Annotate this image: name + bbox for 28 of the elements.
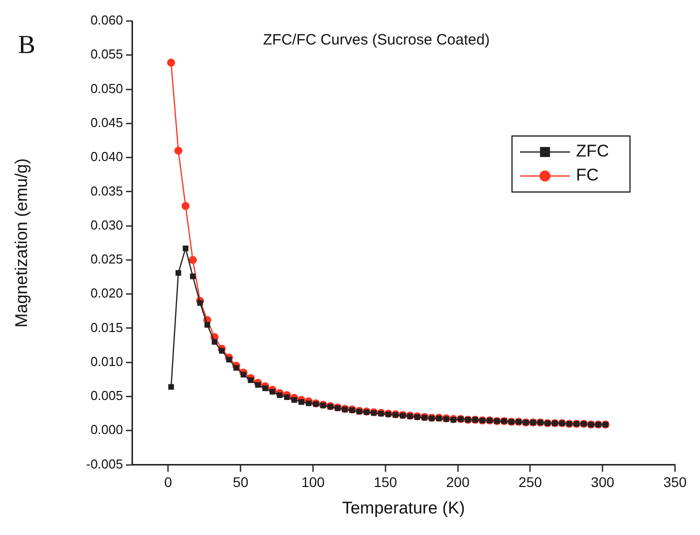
x-tick-label: 350 bbox=[663, 474, 687, 490]
y-tick-label: 0.015 bbox=[90, 320, 123, 335]
y-tick-label: 0.040 bbox=[90, 149, 123, 164]
y-tick-label: 0.005 bbox=[90, 388, 123, 404]
text: B bbox=[18, 30, 36, 59]
y-tick-label: 0.030 bbox=[90, 217, 123, 232]
y-tick-label: 0.055 bbox=[90, 46, 123, 62]
y-tick-label: 0.000 bbox=[90, 422, 123, 438]
y-tick-label: 0.035 bbox=[90, 183, 123, 198]
x-tick-label: 300 bbox=[590, 474, 614, 490]
y-tick-label: 0.020 bbox=[90, 286, 123, 301]
legend-label: FC bbox=[576, 166, 599, 185]
y-tick-label: 0.045 bbox=[90, 114, 123, 130]
y-tick-label: -0.005 bbox=[86, 456, 123, 472]
y-tick-label: 0.025 bbox=[90, 252, 123, 267]
x-tick-label: 0 bbox=[164, 474, 172, 490]
x-axis-title: Temperature (K) bbox=[342, 498, 465, 518]
y-axis-title: Magnetization (emu/g) bbox=[12, 158, 31, 328]
legend-label: ZFC bbox=[576, 142, 610, 161]
x-tick-label: 250 bbox=[518, 474, 542, 490]
y-tick-label: 0.050 bbox=[90, 80, 123, 96]
y-tick-label: 0.010 bbox=[90, 354, 123, 369]
x-tick-label: 200 bbox=[446, 474, 470, 490]
y-tick-label: 0.060 bbox=[90, 12, 123, 28]
x-tick-label: 50 bbox=[232, 474, 249, 490]
x-tick-label: 100 bbox=[301, 474, 325, 490]
text: ZFC/FC Curves (Sucrose Coated) bbox=[262, 32, 490, 49]
x-tick-label: 150 bbox=[374, 474, 398, 490]
